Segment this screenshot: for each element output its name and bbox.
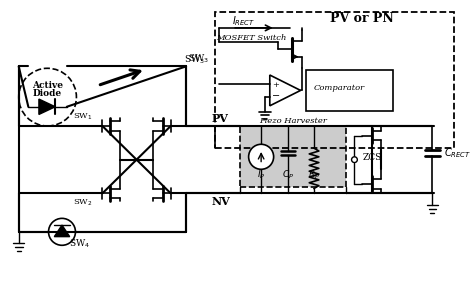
Text: $C_{RECT}$: $C_{RECT}$ bbox=[444, 146, 471, 160]
Bar bbox=[240, 126, 346, 187]
Text: $C_P$: $C_P$ bbox=[282, 169, 294, 181]
Text: Diode: Diode bbox=[33, 89, 62, 98]
Text: $I_P$: $I_P$ bbox=[257, 169, 265, 181]
Text: $R_P$: $R_P$ bbox=[308, 169, 320, 181]
Text: +: + bbox=[272, 81, 279, 89]
Text: −: − bbox=[272, 92, 280, 101]
Text: Active: Active bbox=[32, 81, 63, 90]
Text: NV: NV bbox=[211, 195, 230, 207]
Circle shape bbox=[249, 144, 273, 169]
Bar bbox=[215, 12, 454, 148]
Text: Piezo Harvester: Piezo Harvester bbox=[259, 117, 327, 125]
Text: SW$_1$: SW$_1$ bbox=[73, 111, 93, 122]
Text: SW$_3$: SW$_3$ bbox=[184, 53, 205, 66]
Text: PV or PN: PV or PN bbox=[330, 12, 394, 25]
Text: Comparator: Comparator bbox=[314, 85, 365, 92]
Text: MOSFET Switch: MOSFET Switch bbox=[216, 34, 287, 42]
Bar bbox=[306, 70, 393, 111]
Text: PV: PV bbox=[211, 113, 228, 124]
Text: SW$_3$: SW$_3$ bbox=[188, 52, 209, 65]
Text: $I_{RECT}$: $I_{RECT}$ bbox=[232, 14, 255, 28]
Circle shape bbox=[352, 157, 357, 163]
Text: SW$_4$: SW$_4$ bbox=[69, 237, 90, 250]
Text: SW$_2$: SW$_2$ bbox=[73, 198, 93, 208]
Polygon shape bbox=[39, 99, 55, 115]
Text: ZCS: ZCS bbox=[362, 153, 382, 162]
Polygon shape bbox=[55, 225, 70, 237]
